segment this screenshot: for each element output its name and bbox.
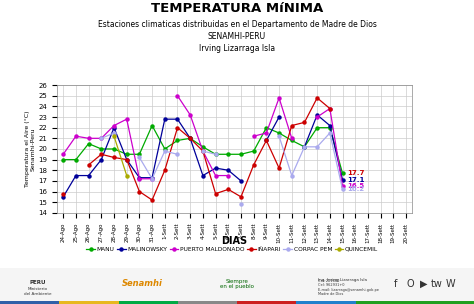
MANU [327,126,333,130]
MANU [264,126,269,130]
Text: Irving Lizarraga Isla: Irving Lizarraga Isla [199,44,275,53]
Bar [415,301,474,304]
MALINOWSKY [99,158,104,161]
Text: TEMPERATURA MíNIMA: TEMPERATURA MíNIMA [151,2,323,15]
MALINOWSKY [149,176,155,179]
Text: 17.1: 17.1 [347,177,365,183]
Y-axis label: Temperatura el Aire (°C)
Senamhi-Peru: Temperatura el Aire (°C) Senamhi-Peru [25,111,36,187]
MANU [99,147,104,151]
MANU [187,136,193,140]
MANU [213,152,219,156]
Text: Ing. Irving Lizarraga Isla: Ing. Irving Lizarraga Isla [318,278,366,282]
MALINOWSKY [162,117,168,121]
Text: tw: tw [430,279,443,289]
Text: 16.5: 16.5 [347,183,365,189]
Line: MANU: MANU [62,124,344,175]
MANU [174,139,180,142]
Text: ▶: ▶ [419,279,427,289]
MALINOWSKY [86,174,91,178]
MANU [60,158,66,161]
MALINOWSKY [60,195,66,199]
CORPAC PEM [111,131,117,135]
Bar [59,301,118,304]
MALINOWSKY [187,136,193,140]
Text: 16.2: 16.2 [347,186,365,192]
Bar [0,301,59,304]
MALINOWSKY [200,174,206,178]
MALINOWSKY [124,158,129,161]
Text: f: f [394,279,398,289]
Text: Estaciones climaticas distribuidas en el Departamento de Madre de Dios: Estaciones climaticas distribuidas en el… [98,20,376,29]
Bar [296,301,356,304]
Text: Ministerio
del Ambiente: Ministerio del Ambiente [24,287,52,295]
Line: PUERTO MALDONADO: PUERTO MALDONADO [62,118,154,180]
Bar [356,301,415,304]
Bar [237,301,296,304]
Line: CORPAC PEM: CORPAC PEM [100,131,116,140]
Bar [118,301,178,304]
MALINOWSKY [174,117,180,121]
Text: Siempre
en el pueblo: Siempre en el pueblo [220,278,254,289]
MANU [314,126,320,130]
Text: DIAS: DIAS [221,236,248,246]
Text: Cel: 221600
Cel: 962931+0
E-mail: lizarraga@senamhi.gob.pe
Madre de Dios: Cel: 221600 Cel: 962931+0 E-mail: lizarr… [318,279,378,296]
MANU [149,124,155,127]
QUINCEMIL [124,174,129,178]
MANU [111,147,117,151]
QUINCEMIL [111,134,117,138]
PUERTO MALDONADO [137,177,142,181]
MALINOWSKY [213,166,219,170]
Text: O: O [406,279,414,289]
Text: PERU: PERU [30,280,46,285]
MALINOWSKY [73,174,79,178]
CORPAC PEM [99,136,104,140]
Line: MALINOWSKY: MALINOWSKY [62,118,243,199]
Text: SENAMHI-PERU: SENAMHI-PERU [208,32,266,41]
PUERTO MALDONADO [99,136,104,140]
Line: QUINCEMIL: QUINCEMIL [112,135,128,177]
MANU [226,152,231,156]
PUERTO MALDONADO [111,124,117,127]
PUERTO MALDONADO [73,134,79,138]
PUERTO MALDONADO [149,177,155,181]
PUERTO MALDONADO [124,117,129,121]
MANU [124,152,129,156]
MANU [137,152,142,156]
MALINOWSKY [226,168,231,172]
MANU [289,139,295,142]
MALINOWSKY [137,176,142,179]
Text: W: W [446,279,455,289]
MANU [276,131,282,135]
MALINOWSKY [238,179,244,183]
Text: Senamhi: Senamhi [122,279,163,288]
MANU [162,147,168,151]
Bar [178,301,237,304]
MANU [238,152,244,156]
MANU [340,171,346,175]
PUERTO MALDONADO [86,136,91,140]
PUERTO MALDONADO [60,152,66,156]
Legend: MANU, MALINOWSKY, PUERTO MALDONADO, IÑAPARI, CORPAC PEM, QUINCEMIL: MANU, MALINOWSKY, PUERTO MALDONADO, IÑAP… [84,244,381,254]
MALINOWSKY [111,126,117,130]
MANU [73,158,79,161]
MANU [301,145,307,149]
Text: 17.7: 17.7 [347,171,365,176]
MANU [200,145,206,149]
MANU [251,149,256,153]
MANU [86,142,91,146]
